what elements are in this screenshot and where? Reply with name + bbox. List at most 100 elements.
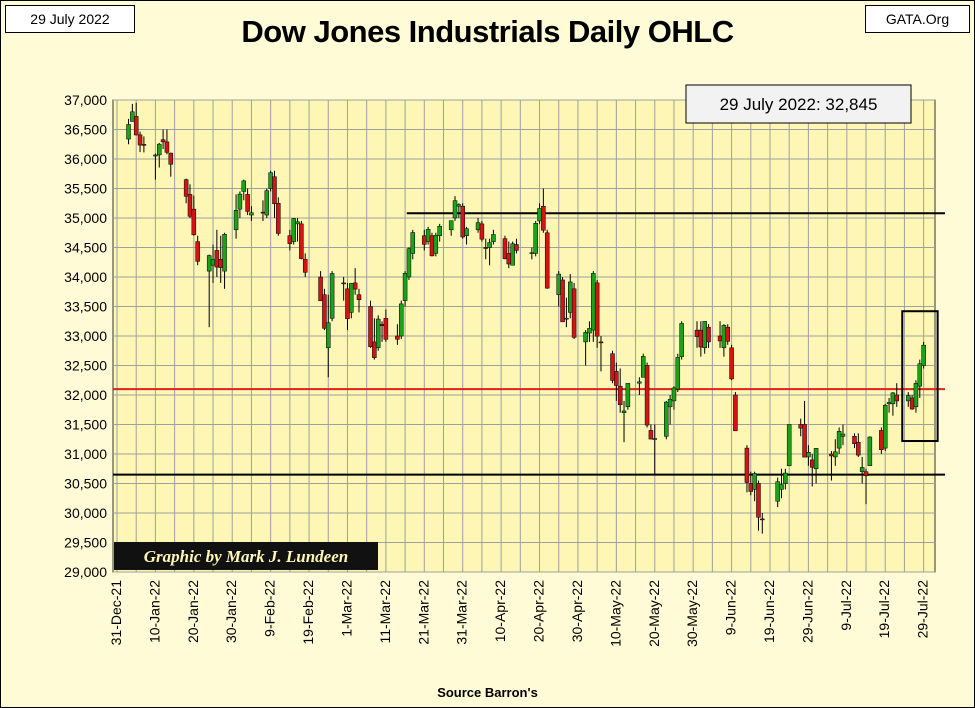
candle-body [157, 143, 162, 156]
candle-body [675, 357, 681, 390]
candle [233, 194, 239, 239]
candle-body [491, 234, 496, 242]
candle [725, 324, 730, 345]
x-tick-label: 9-Jul-22 [838, 580, 854, 631]
y-tick-label: 31,500 [64, 417, 107, 433]
y-tick-label: 35,000 [64, 210, 107, 226]
candle-body [706, 326, 711, 343]
candle-body [425, 229, 431, 242]
candle [621, 400, 627, 443]
candle [318, 271, 323, 302]
candle [448, 220, 454, 236]
x-tick-label: 29-Jul-22 [915, 580, 931, 639]
candle [644, 362, 650, 428]
candle-body [571, 288, 577, 338]
candle [372, 318, 377, 360]
candle-body [698, 329, 704, 348]
candle [802, 400, 807, 458]
candle-body [644, 365, 650, 426]
candle-body [917, 363, 923, 387]
candle-body [610, 353, 615, 381]
candle [241, 179, 247, 201]
candle [671, 386, 677, 410]
site-label: GATA.Org [865, 5, 970, 33]
candle-body [502, 238, 508, 260]
candle-body [487, 242, 492, 248]
candle-body [568, 281, 573, 313]
candle-body [318, 276, 323, 302]
candle [882, 403, 888, 452]
candle-body [395, 335, 400, 340]
candle-body [352, 282, 358, 290]
candle-body [260, 211, 266, 214]
candle-body [398, 303, 404, 337]
candle [913, 380, 919, 413]
candle-body [729, 347, 734, 380]
candle-body [510, 243, 515, 266]
candle-body [287, 235, 293, 244]
candle [126, 118, 131, 145]
candle-body [752, 473, 757, 490]
candle-body [621, 410, 627, 413]
candle-body [295, 221, 300, 225]
candle-body [268, 172, 273, 189]
candle-body [130, 111, 135, 122]
candle [268, 170, 273, 192]
candle-body [859, 467, 865, 472]
candle [341, 277, 346, 301]
candle-body [483, 247, 488, 249]
highlight-box [901, 310, 939, 443]
x-tick-label: 10-May-22 [607, 580, 623, 647]
candle [544, 229, 550, 289]
candle-body [852, 436, 857, 445]
candle-body [383, 318, 389, 340]
y-tick-label: 31,000 [64, 446, 107, 462]
candle [756, 480, 761, 531]
candle-body [464, 228, 469, 236]
candle [583, 330, 588, 366]
candle [183, 178, 189, 204]
candle [610, 350, 615, 384]
candle-body [452, 200, 458, 219]
candle [406, 247, 412, 280]
candle [625, 383, 631, 410]
candle-body [299, 223, 304, 259]
candle [779, 468, 784, 499]
candle [483, 238, 488, 260]
candle [429, 232, 435, 257]
candle-body [879, 430, 884, 451]
candle-body [652, 438, 658, 440]
candle-body [733, 394, 738, 432]
candle-body [322, 294, 327, 329]
x-tick-label: 31-Mar-22 [454, 580, 470, 645]
candle-body [587, 328, 592, 334]
x-tick-label: 19-Jul-22 [876, 580, 892, 639]
candle [836, 427, 842, 454]
x-tick-label: 10-Jan-22 [146, 580, 162, 643]
candle [299, 220, 304, 260]
candle-body [302, 259, 308, 273]
candle-body [802, 424, 807, 458]
candle-body [591, 273, 596, 331]
candle [752, 471, 757, 502]
candle-body [617, 385, 623, 406]
candle-body [153, 154, 158, 157]
candle [487, 238, 492, 266]
candle [867, 436, 873, 467]
candle [187, 184, 193, 218]
candle-body [882, 404, 888, 449]
candle [541, 188, 546, 233]
candle-body [541, 205, 546, 231]
candle-body [556, 273, 561, 295]
candle [245, 188, 250, 216]
candle-body [168, 152, 174, 165]
candle-body [210, 259, 216, 266]
candle [598, 336, 604, 372]
candle-body [783, 472, 788, 484]
candle [349, 282, 354, 319]
candle-body [614, 371, 619, 386]
candle-body [456, 204, 462, 207]
candle [502, 235, 508, 260]
x-tick-label: 30-Apr-22 [569, 580, 585, 642]
candle [160, 129, 166, 149]
